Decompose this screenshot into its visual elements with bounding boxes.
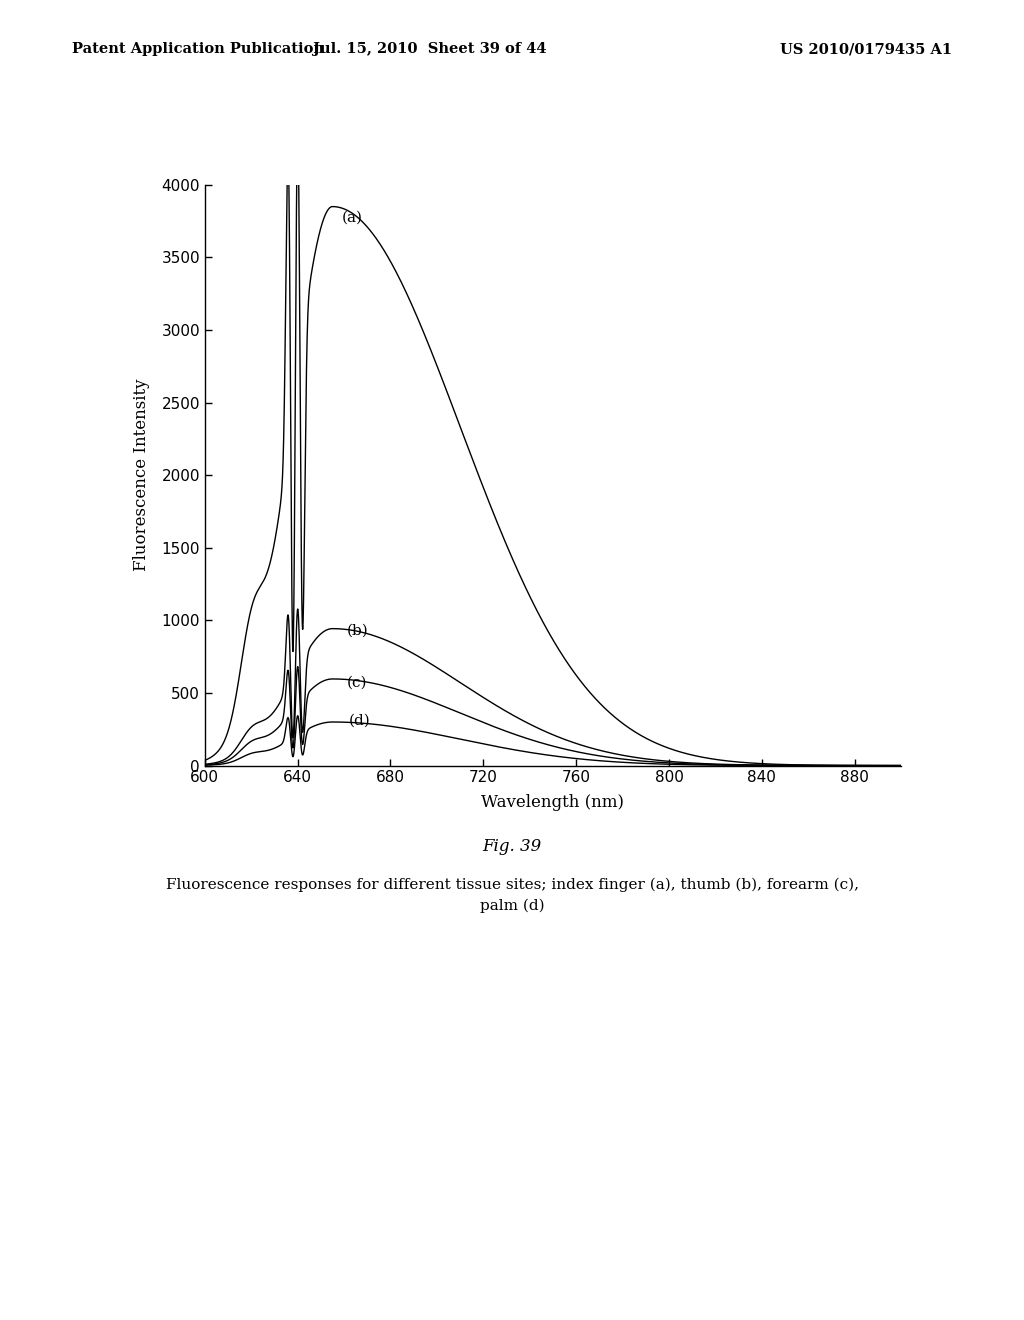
Text: Fluorescence responses for different tissue sites; index finger (a), thumb (b), : Fluorescence responses for different tis… xyxy=(166,878,858,913)
Text: (b): (b) xyxy=(346,623,369,638)
Text: Fig. 39: Fig. 39 xyxy=(482,838,542,855)
X-axis label: Wavelength (nm): Wavelength (nm) xyxy=(481,793,625,810)
Text: (a): (a) xyxy=(342,211,362,224)
Text: Patent Application Publication: Patent Application Publication xyxy=(72,42,324,57)
Text: (d): (d) xyxy=(349,713,371,727)
Text: US 2010/0179435 A1: US 2010/0179435 A1 xyxy=(780,42,952,57)
Text: Jul. 15, 2010  Sheet 39 of 44: Jul. 15, 2010 Sheet 39 of 44 xyxy=(313,42,547,57)
Text: (c): (c) xyxy=(346,676,367,689)
Y-axis label: Fluorescence Intensity: Fluorescence Intensity xyxy=(133,379,151,572)
